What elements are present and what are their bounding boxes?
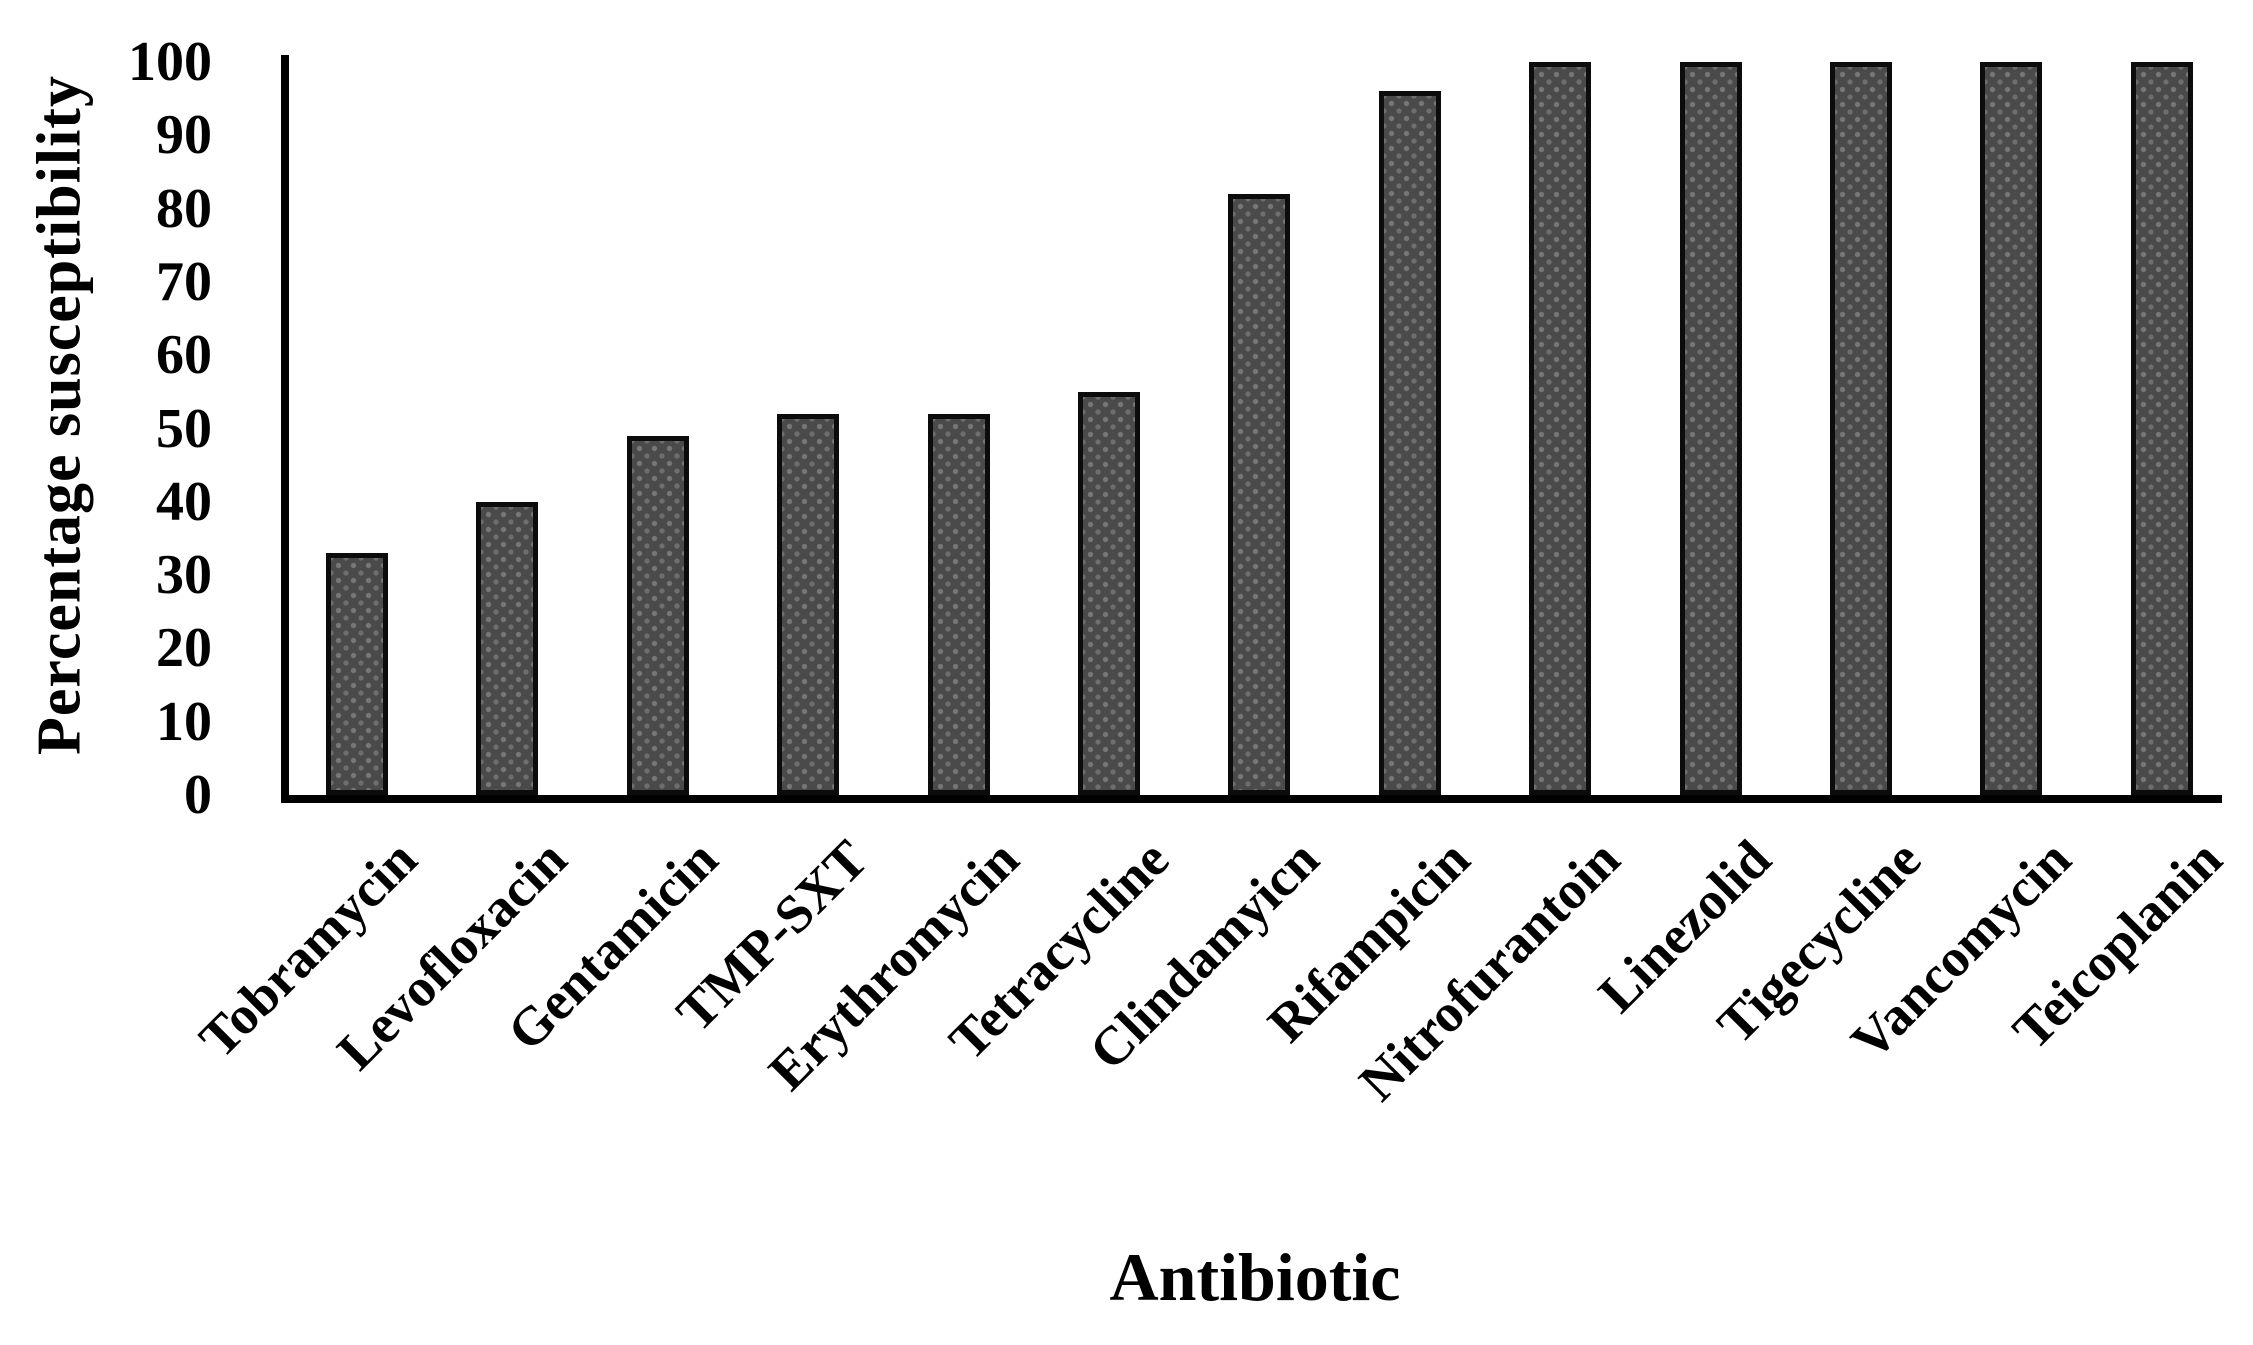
- bar-vancomycin: [1980, 62, 2043, 795]
- x-axis-line: [281, 795, 2222, 803]
- y-tick-label: 70: [156, 250, 212, 313]
- bar-tmp-sxt: [777, 413, 840, 795]
- bar-linezolid: [1679, 62, 1742, 795]
- x-tick-label: Nitrofurantoin: [1347, 828, 1632, 1113]
- bar-rifampicin: [1378, 91, 1441, 795]
- bar-nitrofurantoin: [1529, 62, 1592, 795]
- y-tick-label: 80: [156, 177, 212, 240]
- y-tick-label: 0: [184, 764, 212, 826]
- bar-clindamyicn: [1228, 193, 1291, 795]
- bar-teicoplanin: [2130, 62, 2193, 795]
- bar-gentamicin: [626, 435, 689, 795]
- y-tick-label: 40: [156, 470, 212, 533]
- bar-tigecycline: [1830, 62, 1892, 795]
- y-axis-title: Percentage susceptibility: [25, 75, 94, 755]
- x-axis-title: Antibiotic: [1109, 1239, 1401, 1315]
- y-tick-label: 90: [156, 104, 212, 167]
- y-tick-label: 20: [156, 617, 212, 680]
- bar-erythromycin: [927, 413, 990, 795]
- y-tick-label: 100: [128, 31, 212, 93]
- y-tick-label: 10: [156, 690, 212, 753]
- bar-levofloxacin: [476, 501, 539, 795]
- y-tick-label: 50: [156, 397, 212, 460]
- bar-tobramycin: [326, 553, 388, 795]
- y-tick-label: 60: [156, 324, 212, 387]
- y-axis-line: [281, 55, 289, 803]
- bar-tetracycline: [1078, 391, 1140, 795]
- y-tick-label: 30: [156, 544, 212, 607]
